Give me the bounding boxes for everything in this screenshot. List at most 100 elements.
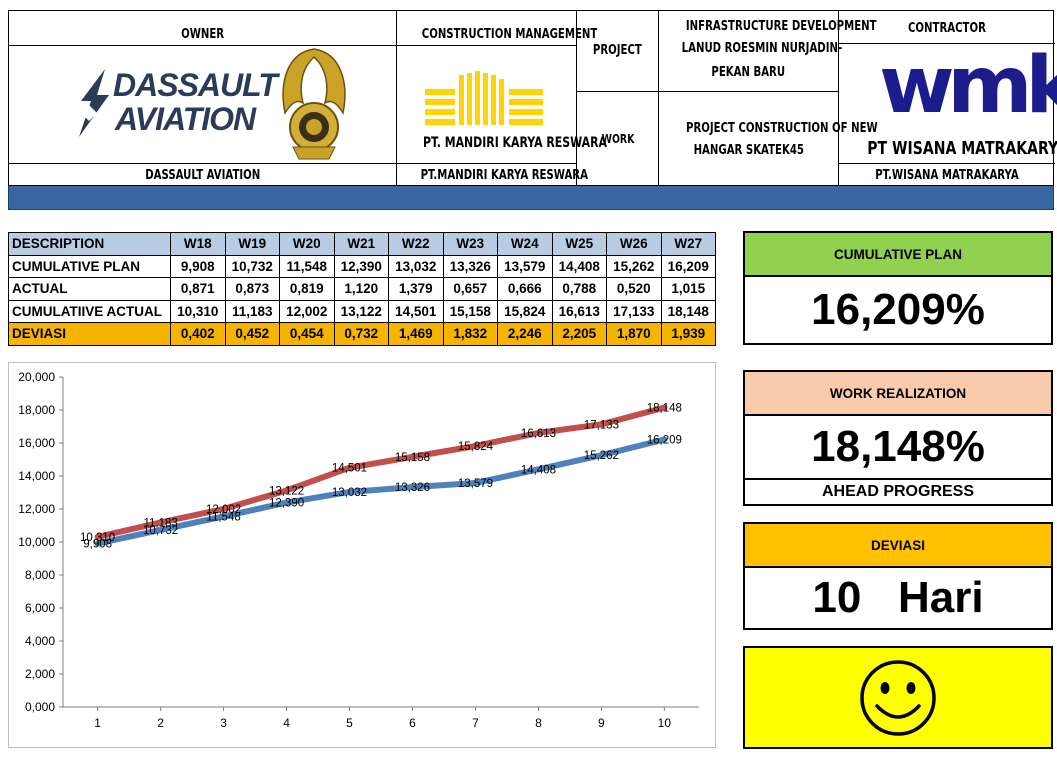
table-cell: 0,873 <box>224 277 280 301</box>
data-label: 11,548 <box>206 511 240 523</box>
dassault-logo-line2: AVIATION <box>115 101 256 137</box>
table-cell: 0,452 <box>224 322 280 346</box>
table-cell: 15,158 <box>442 299 498 323</box>
project-value-line2: LANUD ROESMIN NURJADIN- <box>681 41 843 56</box>
table-cell: 13,579 <box>497 254 553 278</box>
y-tick-label: 10,000 <box>18 535 55 549</box>
table-cell: 0,454 <box>279 322 335 346</box>
work-value-line2: HANGAR SKATEK45 <box>693 143 804 158</box>
data-label: 13,122 <box>269 485 304 497</box>
data-label: 15,262 <box>584 450 619 462</box>
owner-label: OWNER <box>180 27 225 42</box>
week-header: W27 <box>660 232 716 256</box>
week-header: W24 <box>497 232 553 256</box>
table-cell: 14,501 <box>388 299 444 323</box>
chart-svg: 0,000 2,000 4,000 6,000 8,000 10,000 12,000 14,… <box>18 370 699 730</box>
table-cell: 0,732 <box>333 322 389 346</box>
owner-name: DASSAULT AVIATION <box>144 168 261 183</box>
table-cell: 17,133 <box>606 299 662 323</box>
table-cell: 1,832 <box>442 322 498 346</box>
project-header: OWNER DASSAULT AVIATION DASSAULT AVIATIO… <box>8 10 1057 186</box>
work-label: WORK <box>601 132 634 146</box>
y-tick-label: 16,000 <box>18 436 55 450</box>
project-value-line1: INFRASTRUCTURE DEVELOPMENT <box>685 19 877 34</box>
table-cell: 10,732 <box>224 254 280 278</box>
table-cell: 0,819 <box>279 277 335 301</box>
table-cell: 13,122 <box>333 299 389 323</box>
progress-line-chart: 0,000 2,000 4,000 6,000 8,000 10,000 12,000 14,… <box>8 362 716 748</box>
week-header: W19 <box>224 232 280 256</box>
owner-section: OWNER DASSAULT AVIATION DASSAULT AVIATIO… <box>9 11 397 185</box>
y-tick-label: 2,000 <box>25 667 55 681</box>
row-label: DEVIASI <box>8 322 171 346</box>
data-label: 15,824 <box>458 441 494 453</box>
data-label: 10,732 <box>143 525 178 537</box>
week-header: W26 <box>606 232 662 256</box>
table-cell: 13,032 <box>388 254 444 278</box>
contractor-label: CONTRACTOR <box>908 21 986 36</box>
y-tick-label: 12,000 <box>18 502 55 516</box>
header-divider-band <box>8 186 1054 210</box>
table-cell: 0,402 <box>170 322 226 346</box>
data-label: 14,501 <box>332 463 367 475</box>
dassault-emblem-icon <box>79 69 109 137</box>
x-tick-label: 9 <box>598 716 605 730</box>
table-cell: 0,657 <box>442 277 498 301</box>
row-label: CUMULATIIVE ACTUAL <box>8 299 171 323</box>
dassault-logo: DASSAULT AVIATION <box>75 63 278 143</box>
table-cell: 15,824 <box>497 299 553 323</box>
table-cell: 2,246 <box>497 322 553 346</box>
data-label: 11,183 <box>143 517 177 529</box>
data-label: 17,133 <box>584 419 619 431</box>
data-label: 12,002 <box>206 504 241 516</box>
cumulative-plan-label: CUMULATIVE PLAN <box>743 231 1053 277</box>
table-cell: 1,379 <box>388 277 444 301</box>
y-tick-label: 14,000 <box>18 469 55 483</box>
deviation-row: DEVIASI 0,402 0,452 0,454 0,732 1,469 1,… <box>8 322 716 346</box>
mood-indicator <box>743 646 1053 749</box>
cm-name: PT.MANDIRI KARYA RESWARA <box>420 168 588 183</box>
data-label: 13,032 <box>332 487 367 499</box>
week-header: W22 <box>388 232 444 256</box>
table-cell: 0,520 <box>606 277 662 301</box>
contractor-logo-text: PT WISANA MATRAKARYA <box>867 138 1057 159</box>
week-header: W23 <box>442 232 498 256</box>
data-label: 16,209 <box>647 435 682 447</box>
data-label: 14,408 <box>521 464 556 476</box>
y-tick-label: 0,000 <box>25 700 55 714</box>
data-label: 13,579 <box>458 478 493 490</box>
table-cell: 0,788 <box>551 277 607 301</box>
table-cell: 14,408 <box>551 254 607 278</box>
data-label: 12,390 <box>269 498 304 510</box>
table-cell: 12,002 <box>279 299 335 323</box>
y-tick-label: 8,000 <box>25 568 55 582</box>
cm-logo-text: PT. MANDIRI KARYA RESWARA <box>422 135 607 151</box>
x-tick-label: 8 <box>535 716 542 730</box>
contractor-name: PT.WISANA MATRAKARYA <box>875 168 1019 183</box>
wmk-logo: wmk <box>879 41 1057 131</box>
description-header: DESCRIPTION <box>8 232 171 256</box>
project-work-values: INFRASTRUCTURE DEVELOPMENT LANUD ROESMIN… <box>659 11 878 185</box>
dassault-logo-line1: DASSAULT <box>113 67 278 103</box>
work-realization-value: 18,148% <box>743 416 1053 480</box>
table-cell: 1,870 <box>606 322 662 346</box>
x-tick-label: 3 <box>220 716 227 730</box>
deviation-label: DEVIASI <box>743 522 1053 568</box>
table-cell: 2,205 <box>551 322 607 346</box>
ahead-progress-status: AHEAD PROGRESS <box>743 480 1053 506</box>
table-cell: 1,015 <box>660 277 716 301</box>
table-cell: 11,548 <box>279 254 335 278</box>
table-row: CUMULATIIVE ACTUAL 10,310 11,183 12,002 … <box>8 299 716 323</box>
series-line-0 <box>94 436 668 547</box>
table-cell: 18,148 <box>660 299 716 323</box>
data-label: 18,148 <box>647 403 682 415</box>
table-cell: 0,871 <box>170 277 226 301</box>
y-tick-label: 6,000 <box>25 601 55 615</box>
project-work-labels: PROJECT WORK <box>577 11 659 185</box>
y-tick-label: 20,000 <box>18 370 55 384</box>
x-tick-label: 10 <box>658 716 672 730</box>
row-label: ACTUAL <box>8 277 171 301</box>
table-cell: 1,120 <box>333 277 389 301</box>
mandiri-karya-logo-icon <box>425 71 543 125</box>
cumulative-plan-value: 16,209% <box>743 277 1053 345</box>
